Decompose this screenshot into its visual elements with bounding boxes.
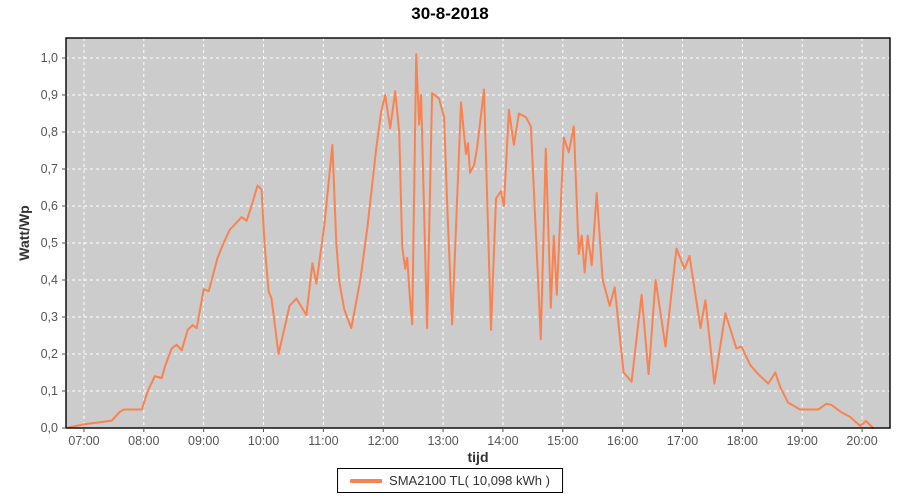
x-tick-label: 14:00 <box>487 434 518 448</box>
y-tick-label: 1,0 <box>41 51 58 65</box>
series-line <box>68 53 874 429</box>
x-tick-label: 12:00 <box>368 434 399 448</box>
legend-line-swatch <box>350 478 383 483</box>
legend-label: SMA2100 TL( 10,098 kWh ) <box>389 473 550 488</box>
x-tick-label: 11:00 <box>308 434 338 448</box>
x-tick-label: 18:00 <box>727 434 758 448</box>
y-tick-label: 0,8 <box>41 125 58 139</box>
y-tick-label: 0,1 <box>41 384 58 398</box>
y-tick-label: 0,7 <box>41 162 58 176</box>
x-tick-label: 07:00 <box>68 434 99 448</box>
x-tick-label: 15:00 <box>547 434 578 448</box>
y-tick-label: 0,5 <box>41 236 58 250</box>
y-tick-label: 0,4 <box>41 273 58 287</box>
y-tick-label: 0,3 <box>41 310 58 324</box>
x-tick-label: 10:00 <box>248 434 279 448</box>
legend: SMA2100 TL( 10,098 kWh ) <box>337 468 563 493</box>
x-tick-label: 16:00 <box>607 434 638 448</box>
chart-title: 30-8-2018 <box>411 4 489 23</box>
plot-background <box>66 38 890 428</box>
x-tick-label: 17:00 <box>667 434 698 448</box>
x-axis-label: tijd <box>467 449 489 465</box>
y-tick-label: 0,0 <box>41 421 58 435</box>
y-tick-label: 0,6 <box>41 199 58 213</box>
y-tick-label: 0,9 <box>41 88 58 102</box>
x-tick-label: 19:00 <box>787 434 818 448</box>
x-tick-label: 13:00 <box>427 434 458 448</box>
x-tick-label: 20:00 <box>846 434 877 448</box>
x-tick-label: 09:00 <box>188 434 219 448</box>
x-tick-label: 08:00 <box>128 434 159 448</box>
plot-border <box>65 37 891 429</box>
y-tick-label: 0,2 <box>41 347 58 361</box>
